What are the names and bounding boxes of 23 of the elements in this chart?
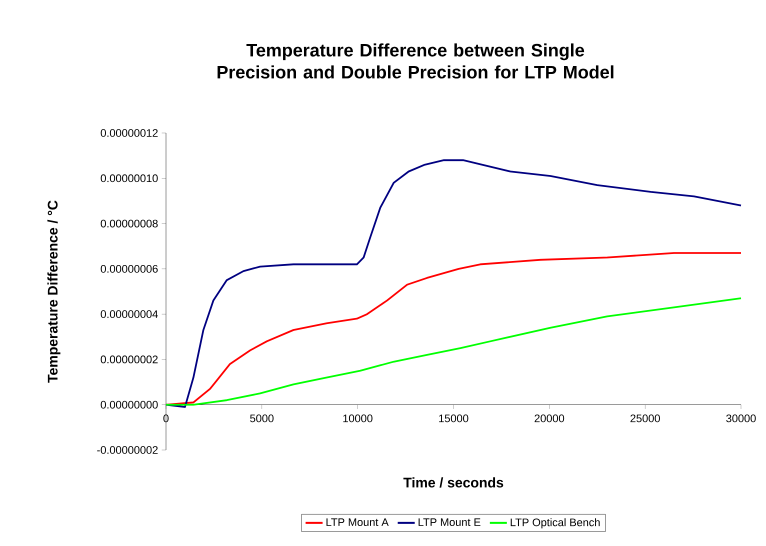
y-tick-label: 0.00000008	[100, 220, 158, 228]
x-tick-label: 15000	[439, 414, 468, 422]
line-series	[165, 297, 742, 406]
x-tick-label: 30000	[726, 414, 756, 422]
x-tick-label: 20000	[534, 414, 564, 422]
y-tick-label: 0.00000004	[100, 310, 158, 318]
y-tick-label: 0.00000000	[100, 400, 158, 409]
legend-label: LTP Optical Bench	[510, 518, 600, 528]
y-axis-title: Temperature Difference / °C	[47, 200, 60, 383]
y-tick-label: -0.00000002	[97, 446, 158, 454]
legend-label: LTP Mount A	[326, 518, 389, 526]
y-tick-label: 0.00000006	[100, 264, 158, 273]
x-axis-title: Time / seconds	[403, 477, 504, 488]
y-tick-label: 0.00000010	[100, 174, 158, 182]
x-tick-label: 5000	[250, 414, 274, 422]
x-tick-label: 25000	[630, 414, 660, 422]
x-tick-label: 0	[163, 414, 169, 422]
y-tick-label: 0.00000012	[100, 129, 158, 137]
line-series	[165, 252, 742, 406]
y-tick-label: 0.00000002	[100, 356, 158, 364]
legend-label: LTP Mount E	[418, 518, 480, 526]
x-tick-label: 10000	[343, 414, 372, 422]
chart-title: Temperature Difference between Single Precision and Double Precision for LTP Model	[218, 43, 614, 78]
